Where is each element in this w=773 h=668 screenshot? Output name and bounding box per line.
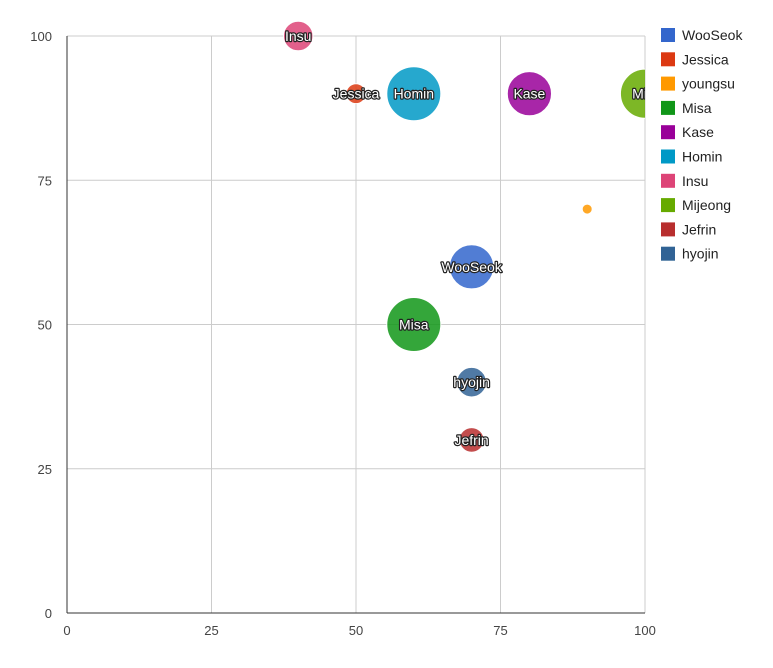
bubble-label-jessica: Jessica xyxy=(333,86,380,102)
bubble-label-homin: Homin xyxy=(394,86,434,102)
bubble-hyojin xyxy=(456,366,487,398)
bubble-kase xyxy=(506,71,553,117)
legend-swatch-homin xyxy=(661,149,675,164)
legend-label-kase: Kase xyxy=(682,124,714,140)
legend-swatch-kase xyxy=(661,125,675,140)
x-tick-label: 75 xyxy=(493,623,507,638)
legend: WooSeok Jessica youngsu Misa Kase Homin Insu Mi… xyxy=(661,27,743,262)
legend-swatch-insu xyxy=(661,173,675,188)
bubble-label-insu: Insu xyxy=(285,28,311,44)
legend-label-jessica: Jessica xyxy=(682,51,729,67)
x-axis-ticks: 0 25 50 75 100 xyxy=(63,623,655,638)
legend-swatch-jefrin xyxy=(661,222,675,237)
gridlines xyxy=(67,35,646,613)
bubble-label-jefrin: Jefrin xyxy=(454,432,488,448)
bubble-mijeong xyxy=(619,68,645,119)
legend-label-mijeong: Mijeong xyxy=(682,197,731,213)
bubble-label-kase: Kase xyxy=(513,86,545,102)
bubble-youngsu xyxy=(581,203,593,215)
legend-label-jefrin: Jefrin xyxy=(682,221,716,237)
axes xyxy=(66,36,645,614)
bubble-wooseok xyxy=(448,244,495,290)
bubble-homin xyxy=(386,66,442,122)
y-tick-label: 0 xyxy=(45,606,52,621)
legend-swatch-hyojin xyxy=(661,246,675,261)
x-tick-label: 0 xyxy=(63,623,70,638)
y-tick-label: 75 xyxy=(38,173,52,188)
bubble-label-mijeong: Mije xyxy=(632,86,658,102)
legend-label-insu: Insu xyxy=(682,173,708,189)
legend-swatch-jessica xyxy=(661,52,675,67)
legend-swatch-mijeong xyxy=(661,198,675,213)
x-tick-label: 100 xyxy=(634,623,656,638)
y-tick-label: 50 xyxy=(38,318,52,333)
bubble-misa xyxy=(386,297,442,352)
x-tick-label: 50 xyxy=(349,623,363,638)
legend-label-youngsu: youngsu xyxy=(682,76,735,92)
y-tick-label: 25 xyxy=(38,462,52,477)
y-axis-ticks: 0 25 50 75 100 xyxy=(30,29,52,621)
legend-swatch-youngsu xyxy=(661,76,675,91)
legend-swatch-misa xyxy=(661,100,675,115)
x-tick-label: 25 xyxy=(204,623,218,638)
legend-label-misa: Misa xyxy=(682,100,712,116)
bubble-jessica xyxy=(345,83,367,105)
bubble-label-misa: Misa xyxy=(399,317,429,333)
legend-swatch-wooseok xyxy=(661,28,675,42)
legend-label-hyojin: hyojin xyxy=(682,246,719,262)
legend-label-wooseok: WooSeok xyxy=(682,27,743,43)
y-tick-label: 100 xyxy=(30,29,52,44)
bubble-label-wooseok: WooSeok xyxy=(441,259,502,275)
bubbles: WooSeok Jessica Misa Kase Homin Insu Mije Jefri… xyxy=(282,20,658,453)
legend-label-homin: Homin xyxy=(682,149,722,165)
bubble-insu xyxy=(282,20,314,52)
bubble-jefrin xyxy=(458,427,485,453)
bubble-label-hyojin: hyojin xyxy=(453,374,490,390)
